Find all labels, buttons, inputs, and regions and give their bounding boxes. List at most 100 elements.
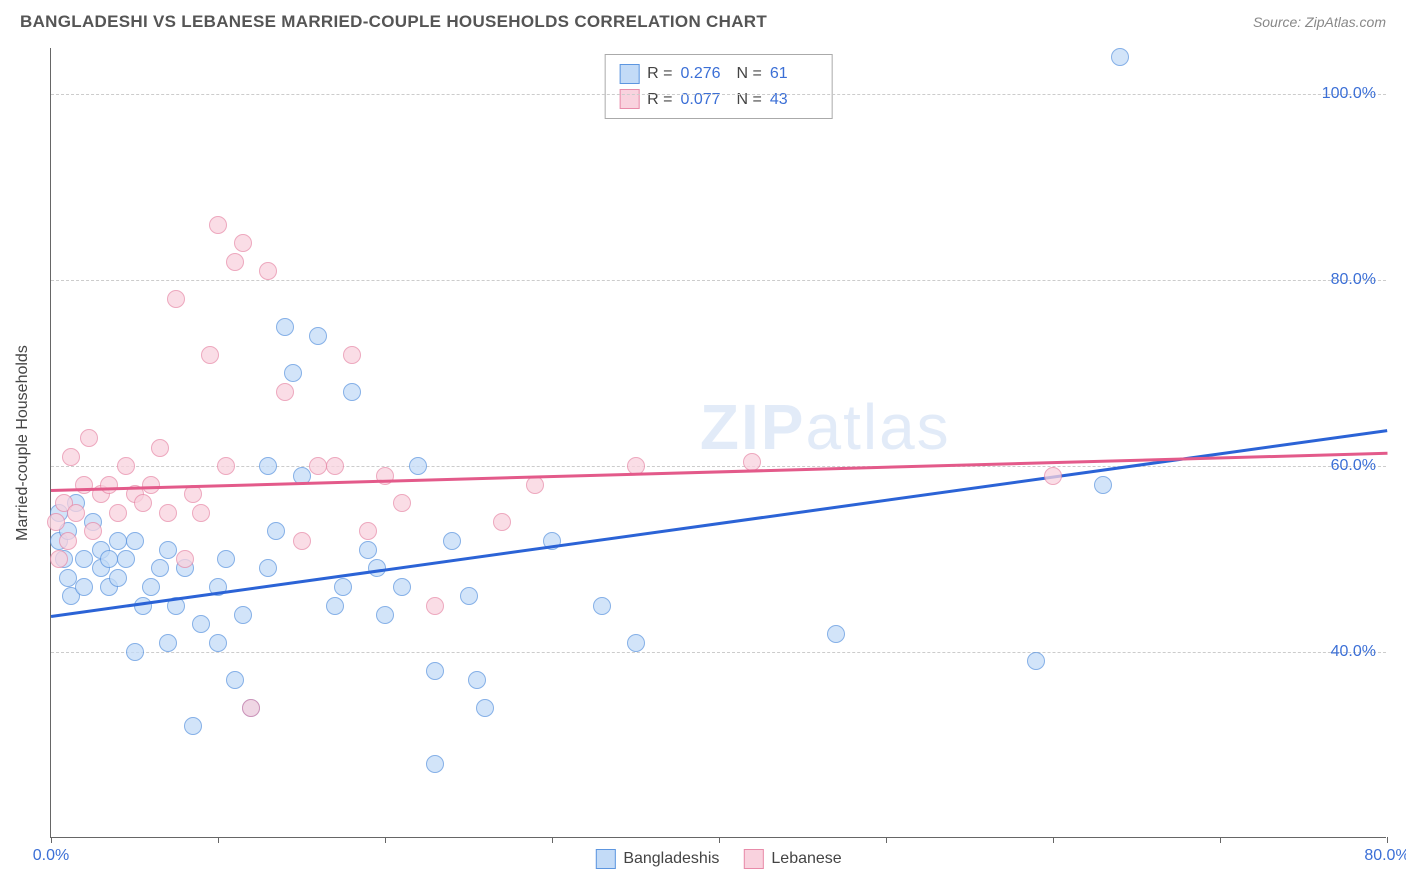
data-point [334, 578, 352, 596]
data-point [259, 559, 277, 577]
swatch-lebanese [743, 849, 763, 869]
data-point [80, 429, 98, 447]
watermark: ZIPatlas [700, 390, 951, 464]
data-point [109, 569, 127, 587]
data-point [192, 504, 210, 522]
data-point [109, 532, 127, 550]
data-point [326, 597, 344, 615]
y-tick-label: 80.0% [1331, 271, 1376, 289]
data-point [326, 457, 344, 475]
data-point [184, 717, 202, 735]
data-point [359, 522, 377, 540]
data-point [493, 513, 511, 531]
data-point [151, 559, 169, 577]
y-axis-label: Married-couple Households [14, 345, 32, 541]
data-point [284, 364, 302, 382]
x-tick [51, 837, 52, 843]
data-point [234, 606, 252, 624]
data-point [1044, 467, 1062, 485]
data-point [468, 671, 486, 689]
data-point [59, 569, 77, 587]
stats-row-lebanese: R = 0.077 N = 43 [619, 87, 818, 113]
data-point [526, 476, 544, 494]
data-point [75, 578, 93, 596]
data-point [593, 597, 611, 615]
data-point [117, 457, 135, 475]
data-point [409, 457, 427, 475]
y-tick-label: 40.0% [1331, 643, 1376, 661]
data-point [142, 476, 160, 494]
data-point [209, 216, 227, 234]
data-point [142, 578, 160, 596]
data-point [209, 634, 227, 652]
y-tick-label: 100.0% [1322, 85, 1376, 103]
data-point [259, 262, 277, 280]
x-tick-label: 80.0% [1364, 847, 1406, 865]
x-tick [1053, 837, 1054, 843]
data-point [50, 550, 68, 568]
data-point [743, 453, 761, 471]
data-point [100, 476, 118, 494]
legend-item-bangladeshis: Bangladeshis [595, 849, 719, 869]
x-tick [1387, 837, 1388, 843]
data-point [47, 513, 65, 531]
data-point [176, 550, 194, 568]
data-point [267, 522, 285, 540]
data-point [62, 448, 80, 466]
data-point [443, 532, 461, 550]
grid-line [51, 466, 1386, 467]
scatter-chart: Married-couple Households ZIPatlas R = 0… [50, 48, 1386, 838]
data-point [134, 494, 152, 512]
chart-source: Source: ZipAtlas.com [1253, 14, 1386, 30]
data-point [117, 550, 135, 568]
x-tick [218, 837, 219, 843]
data-point [426, 662, 444, 680]
data-point [75, 476, 93, 494]
data-point [1111, 48, 1129, 66]
x-tick [1220, 837, 1221, 843]
data-point [1094, 476, 1112, 494]
x-tick [719, 837, 720, 843]
data-point [627, 634, 645, 652]
bottom-legend: Bangladeshis Lebanese [595, 849, 841, 869]
data-point [126, 643, 144, 661]
data-point [159, 541, 177, 559]
data-point [67, 504, 85, 522]
data-point [217, 550, 235, 568]
data-point [376, 606, 394, 624]
grid-line [51, 280, 1386, 281]
data-point [460, 587, 478, 605]
data-point [192, 615, 210, 633]
trend-line [51, 452, 1387, 492]
data-point [84, 522, 102, 540]
data-point [343, 346, 361, 364]
data-point [184, 485, 202, 503]
data-point [100, 550, 118, 568]
x-tick-label: 0.0% [33, 847, 69, 865]
data-point [226, 671, 244, 689]
data-point [827, 625, 845, 643]
swatch-lebanese [619, 89, 639, 109]
x-tick [552, 837, 553, 843]
stats-row-bangladeshis: R = 0.276 N = 61 [619, 61, 818, 87]
data-point [276, 383, 294, 401]
y-tick-label: 60.0% [1331, 457, 1376, 475]
data-point [309, 457, 327, 475]
data-point [359, 541, 377, 559]
data-point [201, 346, 219, 364]
data-point [159, 504, 177, 522]
data-point [226, 253, 244, 271]
stats-legend: R = 0.276 N = 61 R = 0.077 N = 43 [604, 54, 833, 119]
x-tick [385, 837, 386, 843]
data-point [217, 457, 235, 475]
data-point [134, 597, 152, 615]
x-tick [886, 837, 887, 843]
data-point [293, 532, 311, 550]
data-point [126, 532, 144, 550]
data-point [59, 532, 77, 550]
data-point [109, 504, 127, 522]
legend-item-lebanese: Lebanese [743, 849, 841, 869]
swatch-bangladeshis [619, 64, 639, 84]
swatch-bangladeshis [595, 849, 615, 869]
chart-title: BANGLADESHI VS LEBANESE MARRIED-COUPLE H… [20, 12, 767, 32]
